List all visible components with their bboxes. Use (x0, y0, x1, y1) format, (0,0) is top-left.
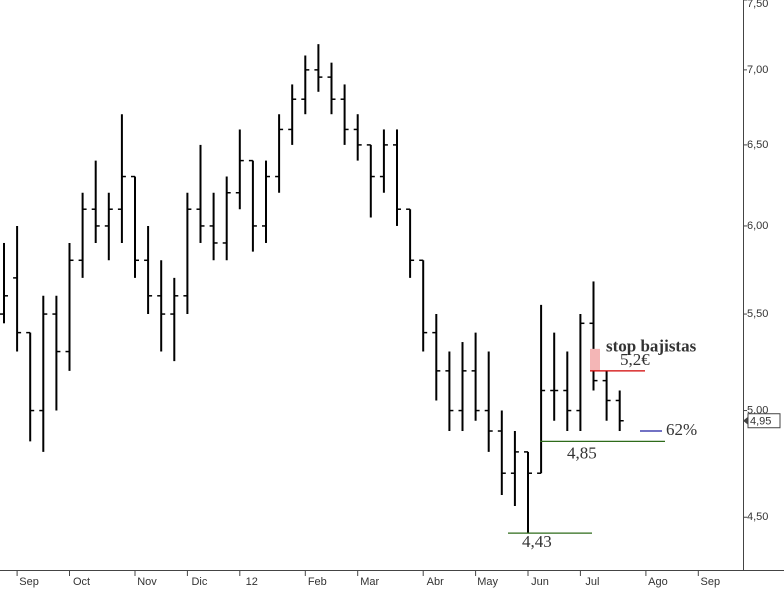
x-tick-label: Dic (191, 576, 207, 588)
x-tick-label: Oct (73, 576, 90, 588)
level-label: 4,85 (567, 443, 597, 462)
x-tick-label: Jul (585, 576, 599, 588)
x-tick-label: Abr (427, 576, 444, 588)
x-tick-label: Jun (531, 576, 549, 588)
x-tick-label: Sep (701, 576, 721, 588)
level-label: 4,43 (522, 532, 552, 551)
x-tick-label: May (477, 576, 498, 588)
y-tick-label: 6,00 (747, 220, 768, 232)
y-tick-label: 7,00 (747, 64, 768, 76)
y-tick-label: 7,50 (747, 0, 768, 10)
level-label: 5,2€ (620, 350, 650, 369)
x-tick-label: Sep (19, 576, 39, 588)
last-price-arrow (743, 416, 748, 425)
x-tick-label: Feb (308, 576, 327, 588)
annotation: stop bajistas (606, 337, 697, 356)
x-tick-label: 12 (246, 576, 258, 588)
annotation: 62% (666, 420, 697, 439)
x-tick-label: Mar (360, 576, 379, 588)
stop-zone (590, 348, 600, 371)
y-tick-label: 5,50 (747, 308, 768, 320)
x-tick-label: Nov (137, 576, 157, 588)
y-tick-label: 6,50 (747, 139, 768, 151)
x-tick-label: Ago (648, 576, 668, 588)
last-price-label: 4,95 (750, 416, 771, 428)
y-tick-label: 4,50 (747, 511, 768, 523)
